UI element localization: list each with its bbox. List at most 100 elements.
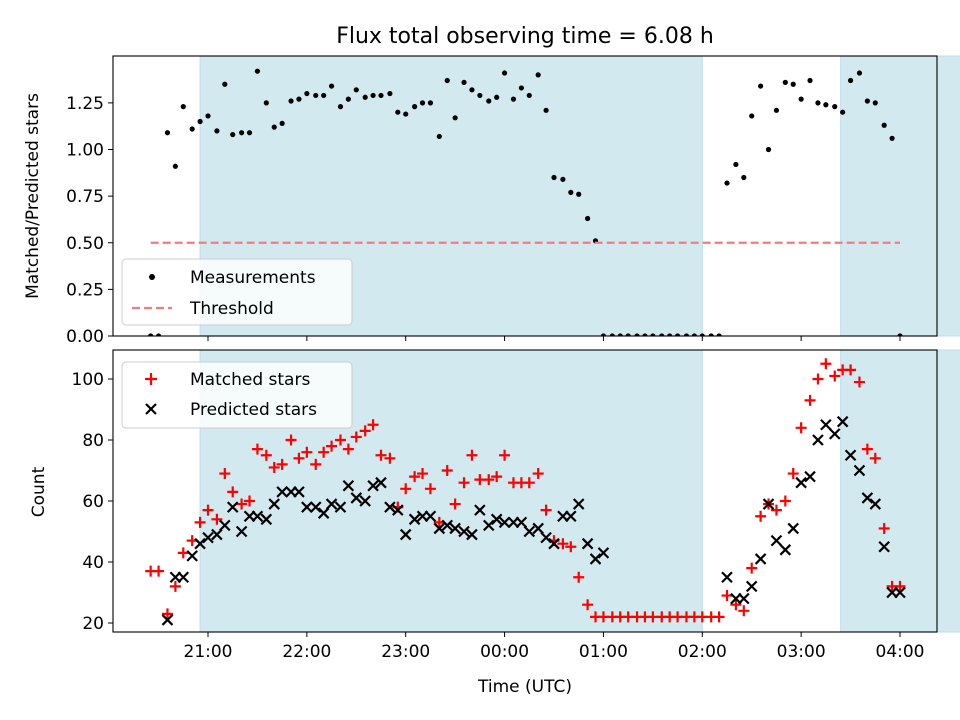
top-legend: Measurements Threshold	[121, 258, 353, 326]
y-tick-label: 1.00	[66, 141, 104, 161]
matched-stars-point	[894, 580, 906, 592]
measurement-point	[419, 100, 426, 106]
x-tick-label: 23:00	[381, 642, 430, 662]
measurement-point	[634, 333, 640, 336]
matched-stars-point	[869, 452, 881, 464]
measurement-point	[222, 81, 228, 87]
measurement-point	[296, 96, 302, 102]
matched-stars-point	[293, 452, 305, 464]
predicted-stars-point	[515, 516, 528, 529]
measurement-point	[172, 163, 178, 169]
matched-stars-point	[557, 538, 569, 550]
predicted-stars-point	[754, 553, 767, 565]
matched-stars-point	[532, 468, 544, 480]
predicted-stars-point	[458, 525, 470, 538]
matched-stars-point	[409, 471, 421, 483]
legend-matched-marker	[145, 373, 157, 385]
predicted-stars-point	[812, 434, 824, 446]
measurement-point	[370, 92, 376, 99]
measurement-point	[691, 333, 697, 336]
measurement-point	[576, 191, 582, 197]
measurement-point	[412, 104, 418, 110]
legend-measurements-label: Measurements	[190, 268, 316, 288]
predicted-stars-point	[317, 507, 330, 519]
matched-stars-point	[161, 608, 173, 620]
matched-stars-point	[853, 376, 865, 388]
matched-stars-point	[276, 458, 288, 470]
y-tick-label: 80	[82, 431, 104, 451]
measurement-point	[773, 107, 780, 113]
predicted-stars-point	[433, 522, 446, 535]
matched-stars-point	[211, 513, 223, 525]
measurement-point	[823, 102, 829, 108]
legend-predicted-label: Predicted stars	[190, 400, 317, 420]
matched-stars-point	[194, 516, 206, 528]
y-tick-label: 0.25	[66, 280, 104, 300]
measurement-point	[674, 333, 681, 336]
predicted-stars-point	[309, 501, 322, 513]
predicted-stars-point	[186, 550, 198, 562]
predicted-stars-point	[540, 531, 552, 544]
predicted-stars-point	[762, 498, 775, 510]
measurement-point	[353, 87, 359, 93]
measurement-point	[189, 126, 195, 132]
measurement-point	[387, 90, 393, 97]
predicted-stars-point	[392, 504, 404, 516]
predicted-stars-point	[482, 519, 495, 532]
measurement-point	[477, 92, 483, 99]
measurement-point	[230, 131, 236, 138]
predicted-stars-point	[828, 428, 841, 440]
measurement-point	[667, 333, 673, 336]
matched-stars-point	[260, 449, 272, 461]
measurement-point	[148, 333, 154, 336]
measurement-point	[625, 333, 631, 336]
bottom-y-axis-label: Count	[29, 466, 49, 517]
measurement-point	[328, 83, 335, 89]
measurement-point	[501, 70, 508, 76]
measurement-point	[716, 333, 722, 336]
matched-stars-point	[565, 541, 577, 553]
predicted-stars-point	[359, 495, 371, 507]
predicted-stars-point	[177, 571, 190, 584]
predicted-stars-point	[853, 464, 866, 477]
matched-stars-point	[779, 495, 791, 507]
predicted-stars-point	[202, 531, 214, 544]
predicted-stars-point	[787, 522, 800, 535]
predicted-stars-point	[194, 537, 206, 550]
matched-stars-point	[540, 504, 552, 516]
predicted-stars-point	[260, 513, 273, 526]
predicted-stars-point	[268, 498, 281, 510]
matched-stars-point	[268, 461, 280, 473]
predicted-stars-point	[490, 513, 503, 526]
matched-stars-point	[466, 449, 478, 461]
predicted-stars-point	[384, 501, 396, 513]
predicted-stars-point	[738, 592, 750, 605]
plot-area	[148, 68, 903, 336]
matched-stars-point	[417, 468, 429, 480]
measurement-point	[543, 107, 549, 113]
measurement-point	[197, 118, 203, 125]
measurement-point	[395, 109, 401, 115]
measurement-point	[469, 87, 475, 93]
measurement-point	[724, 180, 730, 186]
measurement-point	[304, 90, 310, 97]
measurement-point	[617, 333, 623, 336]
plot-area	[145, 358, 906, 626]
predicted-stars-point	[804, 470, 816, 483]
matched-stars-point	[177, 547, 189, 559]
y-tick-label: 1.25	[66, 94, 104, 114]
predicted-stars-point	[235, 525, 248, 538]
shaded-interval	[840, 55, 960, 337]
matched-stars-point	[359, 425, 371, 437]
x-tick-label: 02:00	[678, 642, 727, 662]
predicted-stars-point	[334, 501, 347, 513]
predicted-stars-point	[350, 492, 363, 504]
measurement-point	[155, 333, 162, 336]
measurement-point	[650, 333, 656, 336]
measurement-point	[214, 128, 220, 134]
measurement-point	[436, 133, 442, 140]
matched-stars-point	[721, 590, 733, 602]
legend-predicted-marker	[145, 403, 157, 415]
